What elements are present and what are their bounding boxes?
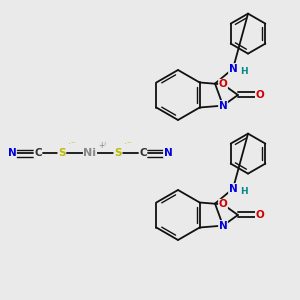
Text: S: S bbox=[58, 148, 66, 158]
Text: H: H bbox=[240, 67, 248, 76]
Text: ·⁻: ·⁻ bbox=[68, 140, 76, 149]
Text: S: S bbox=[114, 148, 122, 158]
Text: C: C bbox=[34, 148, 42, 158]
Text: O: O bbox=[256, 210, 264, 220]
Text: Ni: Ni bbox=[83, 148, 97, 158]
Text: ·⁻: ·⁻ bbox=[124, 140, 132, 149]
Text: N: N bbox=[8, 148, 16, 158]
Text: O: O bbox=[219, 80, 227, 89]
Text: N: N bbox=[229, 64, 237, 74]
Text: N: N bbox=[219, 100, 227, 111]
Text: N: N bbox=[164, 148, 172, 158]
Text: N: N bbox=[229, 184, 237, 194]
Text: C: C bbox=[139, 148, 147, 158]
Text: O: O bbox=[219, 200, 227, 209]
Text: O: O bbox=[256, 90, 264, 100]
Text: H: H bbox=[240, 187, 248, 196]
Text: N: N bbox=[219, 220, 227, 231]
Text: +ᴵ: +ᴵ bbox=[98, 140, 106, 149]
